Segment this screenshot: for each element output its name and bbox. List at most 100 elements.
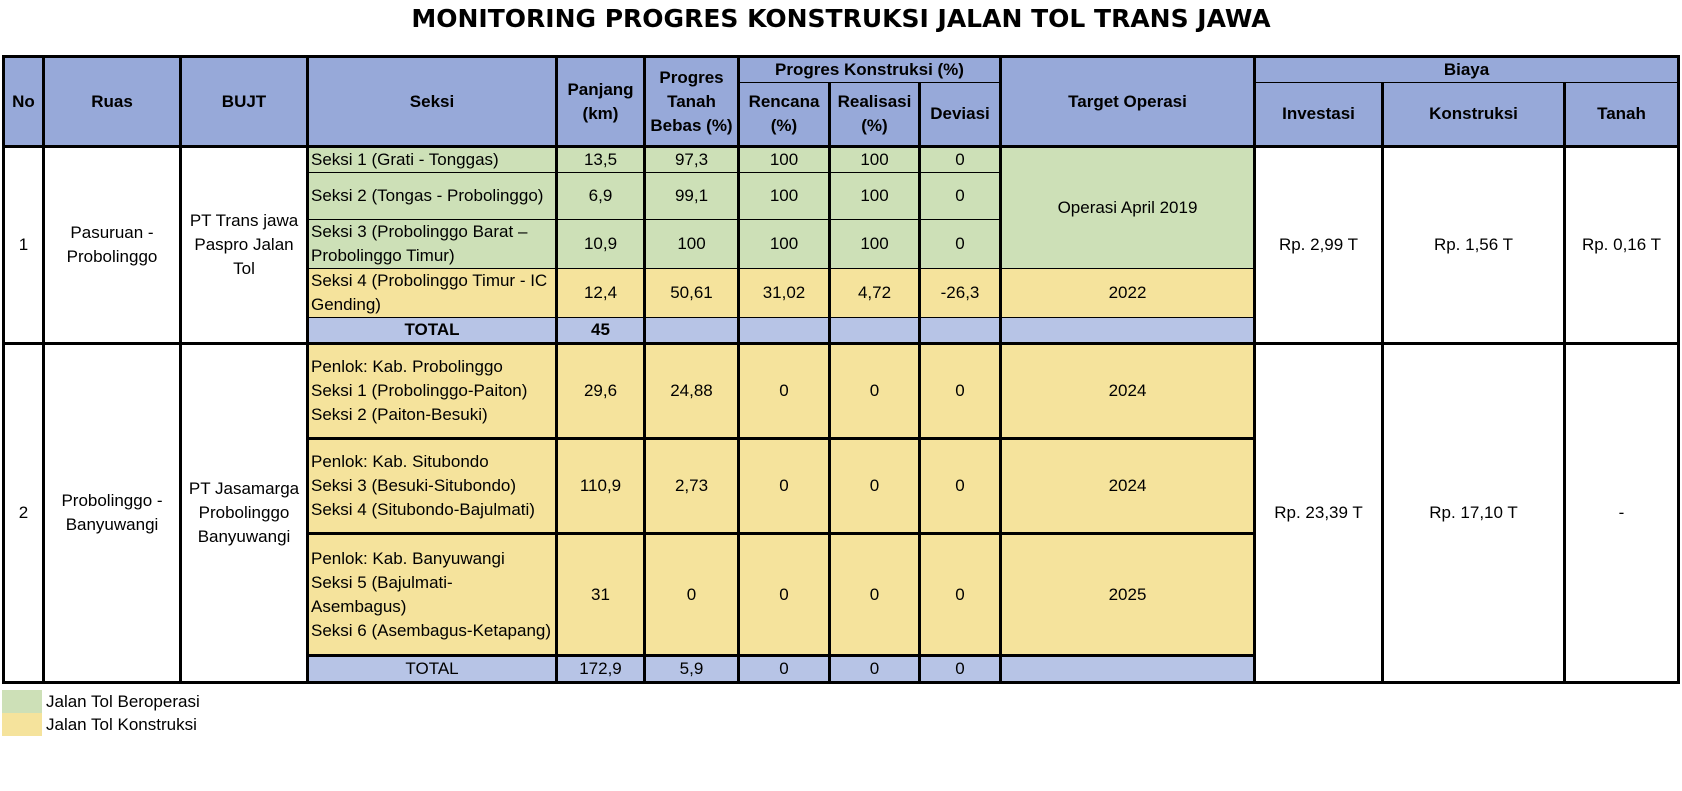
cell-rencana: 100 — [738, 145, 831, 173]
cell-investasi: Rp. 23,39 T — [1254, 342, 1384, 684]
cell-tanah-bebas: 24,88 — [644, 342, 740, 439]
cell-realisasi: 0 — [829, 437, 921, 534]
cell-realisasi: 4,72 — [829, 268, 921, 318]
progress-table: No Ruas BUJT Seksi Panjang (km) Progres … — [2, 55, 1680, 684]
cell-panjang: 13,5 — [556, 145, 646, 173]
cell-tanah-bebas: 2,73 — [644, 437, 740, 534]
cell-rencana: 100 — [738, 219, 831, 269]
legend-item-beroperasi: Jalan Tol Beroperasi — [2, 690, 200, 713]
header-no: No — [2, 55, 45, 147]
total-row: TOTAL 172,9 5,9 0 0 0 — [4, 654, 1679, 684]
table-row: Seksi 2 (Tongas - Probolinggo) 6,9 99,1 … — [4, 172, 1679, 220]
cell-seksi: Penlok: Kab. Situbondo Seksi 3 (Besuki-S… — [307, 437, 558, 534]
cell-panjang: 10,9 — [556, 219, 646, 269]
cell-realisasi: 100 — [829, 219, 921, 269]
total-target — [1000, 317, 1256, 344]
seksi-line: Penlok: Kab. Situbondo — [311, 452, 489, 471]
cell-panjang: 31 — [556, 532, 646, 656]
seksi-line: Asembagus) — [311, 596, 407, 616]
total-label: TOTAL — [307, 317, 558, 344]
cell-panjang: 29,6 — [556, 342, 646, 439]
cell-panjang: 110,9 — [556, 437, 646, 534]
header-deviasi: Deviasi — [919, 82, 1002, 147]
cell-rencana: 31,02 — [738, 268, 831, 318]
cell-seksi: Penlok: Kab. Banyuwangi Seksi 5 (Bajulma… — [307, 532, 558, 656]
legend-swatch-yellow — [2, 713, 42, 736]
cell-no: 2 — [2, 342, 45, 684]
table-row: 2 Probolinggo - Banyuwangi PT Jasamarga … — [2, 342, 1680, 684]
cell-tanah-bebas: 100 — [644, 219, 740, 269]
total-realisasi — [829, 317, 921, 344]
cell-tanah-bebas: 50,61 — [644, 268, 740, 318]
header-tanah: Tanah — [1564, 82, 1680, 147]
cell-tanah-bebas: 97,3 — [644, 145, 740, 173]
cell-no: 1 — [2, 145, 45, 344]
page-title: MONITORING PROGRES KONSTRUKSI JALAN TOL … — [411, 4, 1271, 33]
table-row: Seksi 4 (Probolinggo Timur - IC Gending)… — [4, 268, 1679, 318]
seksi-line: Seksi 3 (Besuki-Situbondo) — [311, 476, 517, 495]
cell-rencana: 100 — [738, 172, 831, 220]
cell-target-operasi: 2022 — [1000, 268, 1256, 318]
header-rencana: Rencana (%) — [738, 82, 831, 147]
cell-bujt: PT Trans jawa Paspro Jalan Tol — [180, 145, 309, 344]
header-biaya: Biaya — [1254, 55, 1680, 83]
total-label: TOTAL — [307, 654, 558, 684]
cell-seksi: Seksi 3 (Probolinggo Barat – Probolinggo… — [307, 219, 558, 269]
cell-seksi: Seksi 1 (Grati - Tonggas) — [307, 145, 558, 173]
cell-rencana: 0 — [738, 437, 831, 534]
cell-deviasi: 0 — [919, 532, 1002, 656]
seksi-line: Seksi 2 (Paiton-Besuki) — [311, 405, 488, 424]
cell-tanah-bebas: 0 — [644, 532, 740, 656]
total-rencana: 0 — [738, 654, 831, 684]
total-deviasi — [919, 317, 1002, 344]
cell-seksi: Seksi 2 (Tongas - Probolinggo) — [307, 172, 558, 220]
cell-target-operasi: 2024 — [1000, 437, 1256, 534]
total-tanah-bebas: 5,9 — [644, 654, 740, 684]
cell-konstruksi: Rp. 17,10 T — [1382, 342, 1566, 684]
seksi-line: Penlok: Kab. Banyuwangi — [311, 548, 505, 568]
cell-deviasi: 0 — [919, 145, 1002, 173]
cell-panjang: 12,4 — [556, 268, 646, 318]
header-row-2: Rencana (%) Realisasi (%) Deviasi Invest… — [4, 82, 1680, 147]
cell-konstruksi: Rp. 1,56 T — [1382, 145, 1566, 344]
header-progres-tanah: Progres Tanah Bebas (%) — [644, 55, 740, 147]
table-row: 1 Pasuruan - Probolinggo PT Trans jawa P… — [2, 145, 1680, 344]
header-progres-konstruksi: Progres Konstruksi (%) — [738, 55, 1002, 83]
cell-ruas: Pasuruan - Probolinggo — [43, 145, 182, 344]
legend: Jalan Tol Beroperasi Jalan Tol Konstruks… — [2, 690, 200, 736]
cell-tanah-bebas: 99,1 — [644, 172, 740, 220]
cell-investasi: Rp. 2,99 T — [1254, 145, 1384, 344]
header-bujt: BUJT — [180, 55, 309, 147]
header-investasi: Investasi — [1254, 82, 1384, 147]
cell-deviasi: 0 — [919, 342, 1002, 439]
header-row-1: No Ruas BUJT Seksi Panjang (km) Progres … — [2, 55, 1680, 147]
cell-target-operasi: Operasi April 2019 — [1000, 145, 1256, 269]
table-row: Seksi 3 (Probolinggo Barat – Probolinggo… — [4, 219, 1679, 269]
seksi-line: Penlok: Kab. Probolinggo — [311, 357, 503, 376]
seksi-line: Seksi 4 (Situbondo-Bajulmati) — [311, 500, 535, 519]
cell-realisasi: 0 — [829, 342, 921, 439]
total-target — [1000, 654, 1256, 684]
total-tanah-bebas — [644, 317, 740, 344]
cell-biaya-tanah: - — [1564, 342, 1680, 684]
cell-ruas: Probolinggo - Banyuwangi — [43, 342, 182, 684]
total-panjang: 45 — [556, 317, 646, 344]
cell-panjang: 6,9 — [556, 172, 646, 220]
cell-realisasi: 0 — [829, 532, 921, 656]
cell-realisasi: 100 — [829, 172, 921, 220]
header-panjang: Panjang (km) — [556, 55, 646, 147]
table-row: Penlok: Kab. Banyuwangi Seksi 5 (Bajulma… — [4, 532, 1679, 656]
legend-label: Jalan Tol Konstruksi — [46, 715, 197, 734]
cell-target-operasi: 2025 — [1000, 532, 1256, 656]
cell-rencana: 0 — [738, 342, 831, 439]
cell-seksi: Penlok: Kab. Probolinggo Seksi 1 (Probol… — [307, 342, 558, 439]
total-rencana — [738, 317, 831, 344]
header-seksi: Seksi — [307, 55, 558, 147]
header-konstruksi: Konstruksi — [1382, 82, 1566, 147]
seksi-line: Seksi 5 (Bajulmati- — [311, 572, 453, 592]
cell-deviasi: 0 — [919, 219, 1002, 269]
legend-swatch-green — [2, 690, 42, 713]
progress-table-container: No Ruas BUJT Seksi Panjang (km) Progres … — [2, 55, 1680, 684]
table-row: Penlok: Kab. Situbondo Seksi 3 (Besuki-S… — [4, 437, 1679, 534]
header-ruas: Ruas — [43, 55, 182, 147]
